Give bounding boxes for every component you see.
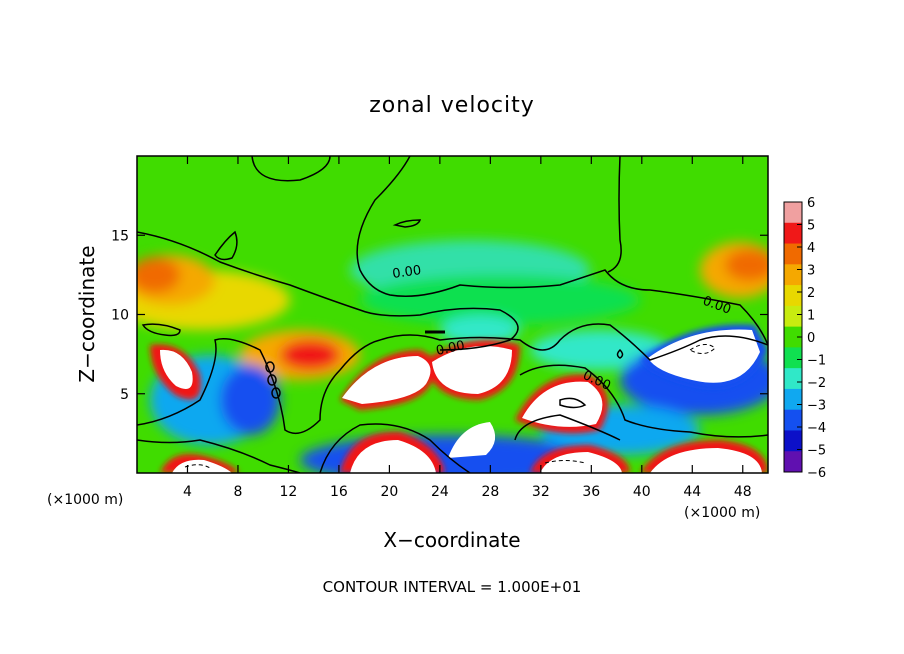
x-tick-label: 48: [734, 484, 752, 500]
x-tick-label: 16: [330, 484, 348, 500]
x-tick-label: 24: [431, 484, 449, 500]
colorbar-swatch: [784, 368, 802, 390]
colorbar-tick-label: −4: [807, 421, 826, 436]
x-axis-label: X−coordinate: [383, 528, 520, 552]
colorbar-swatch: [784, 243, 802, 265]
y-tick-label: 5: [120, 387, 129, 403]
y-tick-label: 10: [111, 308, 129, 324]
colorbar-swatch: [784, 264, 802, 286]
colorbar-tick-label: −2: [807, 376, 826, 391]
y-axis-label: Z−coordinate: [75, 245, 99, 382]
y-tick-label: 15: [111, 228, 129, 244]
x-tick-label: 32: [532, 484, 550, 500]
colorbar-swatch: [784, 222, 802, 245]
colorbar-swatch: [784, 347, 802, 369]
chart-title: zonal velocity: [369, 93, 535, 118]
x-tick-label: 12: [280, 484, 298, 500]
colorbar-tick-label: −1: [807, 354, 826, 369]
contour-lines: [137, 156, 768, 473]
colorbar-tick-label: 5: [807, 219, 815, 234]
x-unit-left: (×1000 m): [47, 492, 123, 508]
colorbar-tick-label: −3: [807, 399, 826, 414]
colorbar-tick-label: 1: [807, 309, 815, 324]
colorbar-tick-label: −5: [807, 444, 826, 459]
colorbar-swatch: [784, 305, 802, 328]
velocity-field: [137, 240, 768, 473]
loop-contours: [265, 361, 281, 399]
colorbar-swatch: [784, 451, 802, 473]
colorbar-tick-label: 6: [807, 196, 815, 211]
x-unit-right: (×1000 m): [684, 505, 760, 521]
x-tick-label: 40: [633, 484, 651, 500]
x-tick-label: 8: [233, 484, 242, 500]
colorbar-swatch: [784, 326, 802, 348]
x-tick-label: 20: [380, 484, 398, 500]
colorbar-swatch: [784, 202, 802, 224]
colorbar-tick-label: −6: [807, 466, 826, 481]
x-axis: 4 8 12 16 20 24 28 32 36 40 44 48: [183, 156, 752, 500]
colorbar-swatch: [784, 388, 802, 411]
plot-area: 0.00 0.00 0.00 0.00: [137, 156, 768, 473]
contour-label: 0.00: [391, 263, 422, 282]
white-cores: [160, 329, 762, 473]
colorbar-tick-label: 0: [807, 331, 815, 346]
contour-label: 0.00: [435, 338, 466, 359]
colorbar-tick-label: 3: [807, 264, 815, 279]
colorbar-tick-label: 4: [807, 241, 815, 256]
contour-interval-footer: CONTOUR INTERVAL = 1.000E+01: [323, 578, 582, 596]
colorbar-swatch: [784, 285, 802, 307]
colorbar-tick-label: 2: [807, 286, 815, 301]
y-axis: 5 10 15: [111, 228, 768, 403]
x-tick-label: 44: [683, 484, 701, 500]
colorbar-swatch: [784, 430, 802, 452]
colorbar-swatch: [784, 409, 802, 431]
colorbar: 6 5 4 3 2 1 0 −1 −2 −3 −4 −5 −6: [783, 196, 826, 481]
x-tick-label: 36: [582, 484, 600, 500]
x-tick-label: 28: [481, 484, 499, 500]
x-tick-label: 4: [183, 484, 192, 500]
